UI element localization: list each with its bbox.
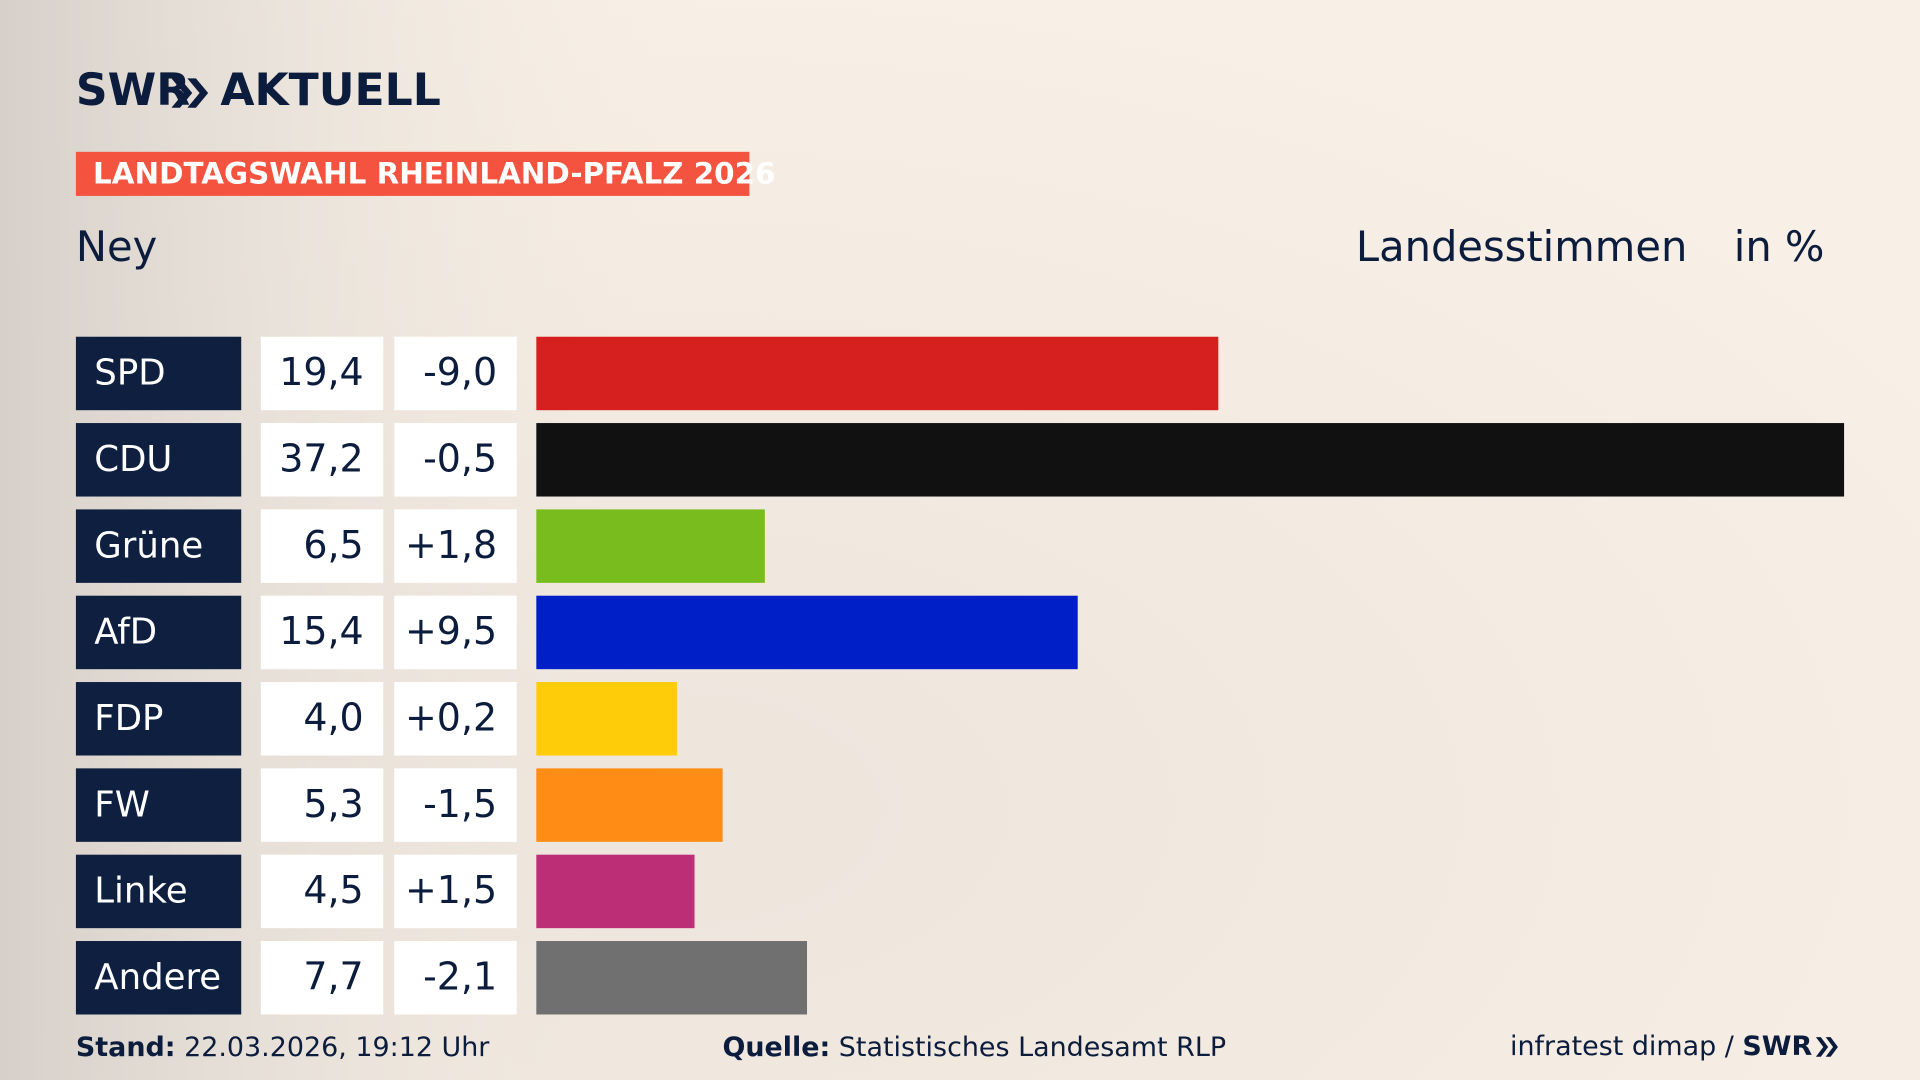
change-label: -0,5 [423, 437, 497, 481]
change-cell [394, 682, 517, 756]
date-label: Stand: [76, 1032, 176, 1063]
bar [536, 509, 765, 583]
party-cell [75, 423, 242, 497]
brand: SWR [76, 65, 190, 116]
value-label: 37,2 [279, 437, 363, 481]
source-label: Quelle: [722, 1032, 830, 1063]
party-name: CDU [94, 439, 172, 480]
change-cell [394, 854, 517, 929]
bar [536, 768, 723, 842]
footer-date: Stand: 22.03.2026, 19:12 Uhr [76, 1032, 490, 1063]
party-cell [75, 768, 242, 842]
date: 22.03.2026, 19:12 Uhr [184, 1032, 490, 1063]
unit: in % [1734, 222, 1825, 271]
bar [536, 423, 1845, 497]
value-cell [260, 854, 384, 929]
value-label: 6,5 [303, 523, 363, 567]
value-label: 5,3 [303, 782, 363, 826]
change-label: +1,5 [405, 868, 497, 912]
credit-arrows [1815, 1037, 1838, 1057]
credit: infratest dimap / [1510, 1030, 1735, 1061]
party-cell [75, 595, 242, 670]
bar [536, 854, 695, 929]
value-cell [260, 682, 384, 756]
change-label: -9,0 [423, 350, 497, 394]
party-cell [75, 682, 242, 756]
change-label: +1,8 [405, 523, 497, 567]
change-cell [394, 941, 517, 1015]
value-label: 7,7 [303, 954, 363, 998]
value-label: 15,4 [279, 609, 363, 653]
change-label: +9,5 [405, 609, 497, 653]
party-cell [75, 336, 242, 411]
tag: LANDTAGSWAHL RHEINLAND-PFALZ 2026 [93, 157, 775, 191]
change-cell [394, 595, 517, 670]
change-cell [394, 423, 517, 497]
party-name: Grüne [94, 525, 203, 566]
footer-source: Quelle: Statistisches Landesamt RLP [722, 1032, 1226, 1063]
party-name: Andere [94, 957, 221, 998]
change-label: -1,5 [423, 782, 497, 826]
party-cell [75, 941, 242, 1015]
party-cell [75, 509, 242, 583]
measure: Landesstimmen [1356, 222, 1687, 271]
value-cell [260, 423, 384, 497]
value-cell [260, 336, 384, 411]
party-cell [75, 854, 242, 929]
value-cell [260, 941, 384, 1015]
bar [536, 336, 1219, 411]
value-cell [260, 509, 384, 583]
value-label: 4,5 [303, 868, 363, 912]
party-name: Linke [94, 871, 187, 912]
credit-brand: SWR [1742, 1030, 1812, 1061]
subtitle: Ney [76, 222, 157, 271]
value-label: 4,0 [303, 695, 363, 739]
bar [536, 595, 1078, 670]
party-name: SPD [94, 353, 165, 394]
change-cell [394, 768, 517, 842]
value-cell [260, 595, 384, 670]
change-label: -2,1 [423, 954, 497, 998]
brand-arrows [171, 78, 209, 108]
party-name: FW [94, 784, 150, 825]
party-name: FDP [94, 698, 163, 739]
brand-product: AKTUELL [220, 65, 440, 116]
bar [536, 941, 808, 1015]
change-cell [394, 509, 517, 583]
change-label: +0,2 [405, 695, 497, 739]
change-cell [394, 336, 517, 411]
source: Statistisches Landesamt RLP [839, 1032, 1226, 1063]
value-cell [260, 768, 384, 842]
party-name: AfD [94, 612, 157, 653]
footer-credit: infratest dimap / SWR [1510, 1030, 1813, 1061]
tag-bg [75, 151, 750, 196]
bar [536, 682, 677, 756]
value-label: 19,4 [279, 350, 363, 394]
